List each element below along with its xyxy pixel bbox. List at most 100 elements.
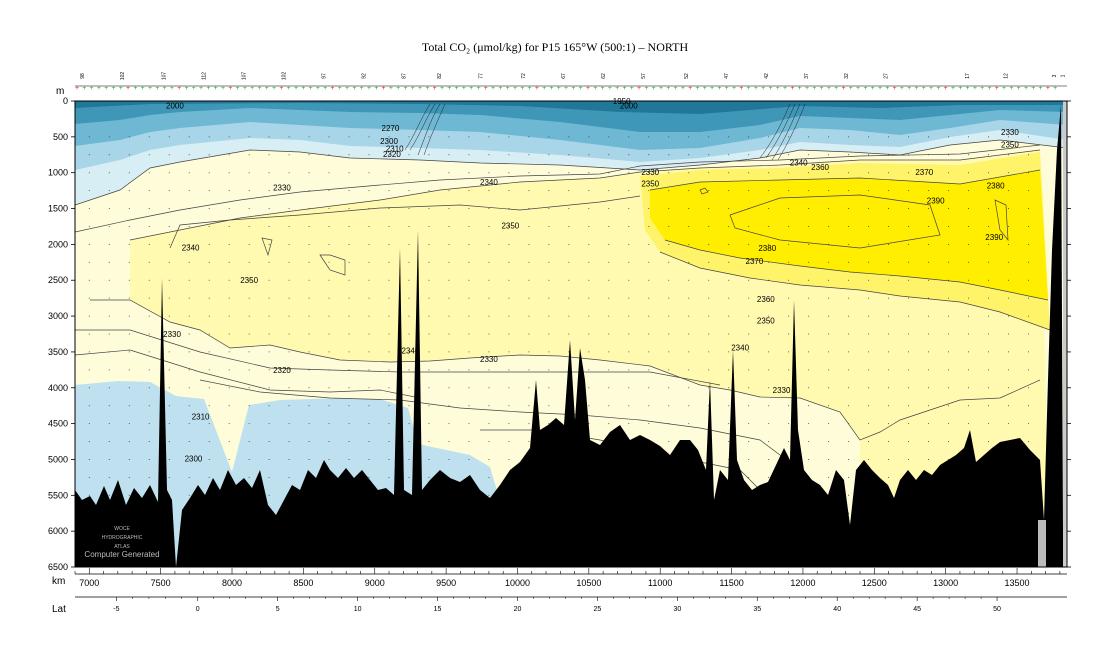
station-marker: + [90,85,94,92]
sample-dot [208,333,210,335]
sample-dot [148,190,150,192]
sample-dot [88,458,90,460]
station-marker: + [586,85,590,92]
sample-dot [428,154,430,156]
sample-dot [448,261,450,263]
sample-dot [548,154,550,156]
sample-dot [908,190,910,192]
sample-dot [508,136,510,138]
sample-dot [768,154,770,156]
sample-dot [88,387,90,389]
sample-dot [688,243,690,245]
station-marker: + [863,85,867,92]
sample-dot [808,279,810,281]
contour-label: 2330 [273,184,291,193]
sample-dot [148,243,150,245]
sample-dot [987,190,989,192]
y-tick-label: 4000 [48,383,68,393]
sample-dot [888,476,890,478]
sample-dot [848,136,850,138]
sample-dot [308,405,310,407]
sample-dot [508,333,510,335]
sample-dot [188,279,190,281]
sample-dot [908,458,910,460]
x-tick-label: 8000 [222,578,242,588]
sample-dot [808,333,810,335]
sample-dot [888,333,890,335]
station-label: 87 [401,73,407,79]
sample-dot [628,279,630,281]
contour-label: 2270 [382,124,400,133]
station-marker: + [177,85,181,92]
sample-dot [248,315,250,317]
station-label: 107 [241,72,247,81]
sample-dot [148,351,150,353]
sample-dot [708,261,710,263]
sample-dot [268,172,270,174]
contour-label: 2330 [641,168,659,177]
sample-dot [1007,154,1009,156]
sample-dot [168,333,170,335]
station-marker: + [352,85,356,92]
sample-dot [568,190,570,192]
sample-dot [528,351,530,353]
station-marker: + [484,85,488,92]
sample-dot [368,333,370,335]
sample-dot [608,369,610,371]
sample-dot [668,243,670,245]
sample-dot [928,351,930,353]
sample-dot [308,333,310,335]
sample-dot [528,297,530,299]
sample-dot [568,279,570,281]
sample-dot [848,261,850,263]
sample-dot [148,315,150,317]
sample-dot [148,261,150,263]
sample-dot [528,315,530,317]
sample-dot [648,261,650,263]
station-marker: + [900,85,904,92]
sample-dot [368,208,370,210]
sample-dot [828,297,830,299]
sample-dot [408,458,410,460]
station-marker: + [411,85,415,92]
sample-dot [608,154,610,156]
sample-dot [128,494,130,496]
station-marker: + [309,85,313,92]
sample-dot [128,458,130,460]
sample-dot [228,315,230,317]
sample-dot [348,172,350,174]
sample-dot [548,405,550,407]
sample-dot [328,387,330,389]
sample-dot [428,172,430,174]
sample-dot [408,190,410,192]
sample-dot [268,190,270,192]
sample-dot [488,441,490,443]
sample-dot [368,190,370,192]
sample-dot [348,279,350,281]
y-tick-label: 1000 [48,168,68,178]
station-label: 57 [641,73,647,79]
sample-dot [468,190,470,192]
sample-dot [828,315,830,317]
sample-dot [1027,423,1029,425]
sample-dot [668,351,670,353]
y-tick-label: 5500 [48,490,68,500]
sample-dot [748,405,750,407]
station-marker: + [455,85,459,92]
contour-label: 2000 [166,101,184,110]
sample-dot [408,154,410,156]
sample-dot [888,387,890,389]
sample-dot [328,261,330,263]
station-marker: + [717,85,721,92]
sample-dot [508,279,510,281]
x-axis-label: km [52,576,65,587]
station-marker: + [936,85,940,92]
contour-label: 2330 [163,330,181,339]
sample-dot [948,154,950,156]
sample-dot [768,243,770,245]
sample-dot [728,315,730,317]
sample-dot [228,351,230,353]
sample-dot [388,225,390,227]
sample-dot [168,458,170,460]
sample-dot [968,279,970,281]
